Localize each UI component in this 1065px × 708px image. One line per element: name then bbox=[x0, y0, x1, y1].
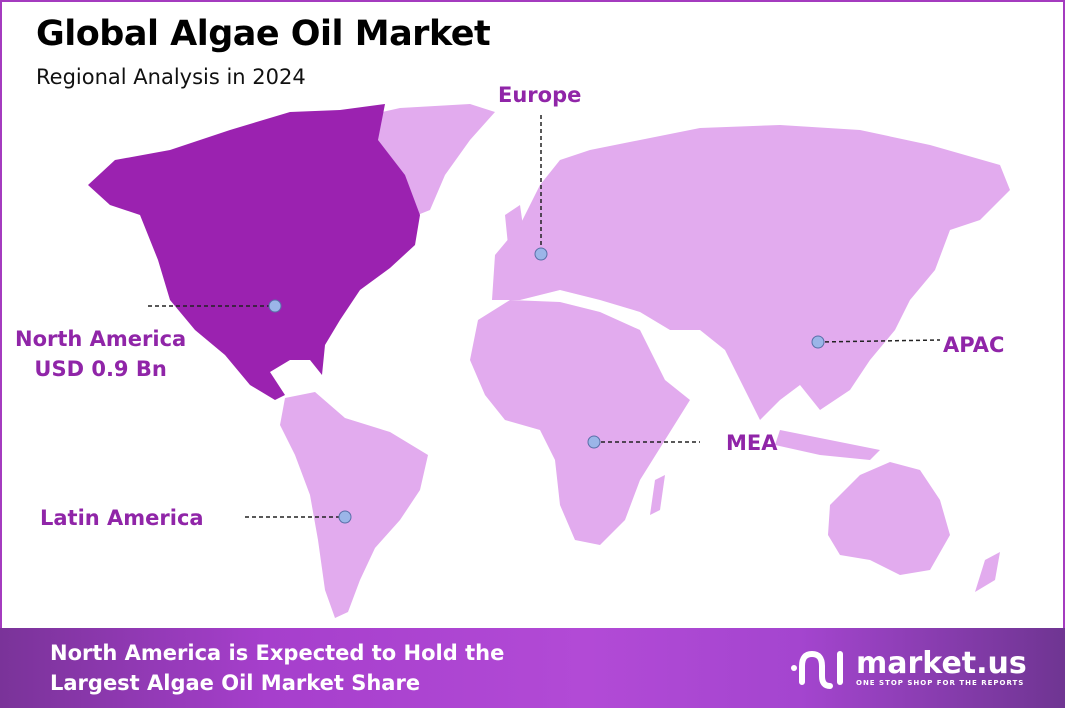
logo-mark-icon bbox=[791, 650, 843, 689]
footer-banner: North America is Expected to Hold the La… bbox=[0, 628, 1065, 708]
mea-marker bbox=[587, 435, 601, 449]
indonesia bbox=[775, 430, 880, 460]
madagascar bbox=[650, 475, 665, 515]
market-us-logo: market.us ONE STOP SHOP FOR THE REPORTS bbox=[790, 646, 1027, 690]
europe-label: Europe bbox=[498, 83, 582, 107]
uk bbox=[505, 205, 525, 245]
north-america-marker bbox=[268, 299, 282, 313]
world-map bbox=[88, 104, 1010, 618]
footer-text: North America is Expected to Hold the La… bbox=[50, 638, 504, 698]
north-america bbox=[88, 104, 420, 400]
logo-name: market.us bbox=[856, 646, 1027, 681]
page-title: Global Algae Oil Market bbox=[36, 14, 491, 54]
europe-marker bbox=[534, 247, 548, 261]
north-america-label: North America USD 0.9 Bn bbox=[15, 324, 186, 384]
latin-america-marker bbox=[338, 510, 352, 524]
mea-label: MEA bbox=[726, 431, 778, 455]
new-zealand bbox=[975, 552, 1000, 592]
australia bbox=[828, 462, 950, 575]
greenland bbox=[355, 104, 495, 218]
latin-america-label: Latin America bbox=[40, 506, 204, 530]
japan bbox=[895, 250, 925, 305]
north-america-value: USD 0.9 Bn bbox=[34, 357, 167, 381]
eurasia bbox=[492, 125, 1010, 420]
apac-label: APAC bbox=[943, 333, 1005, 357]
footer-line-2: Largest Algae Oil Market Share bbox=[50, 671, 421, 695]
north-america-name: North America bbox=[15, 327, 187, 351]
africa bbox=[470, 300, 690, 545]
apac-marker bbox=[811, 335, 825, 349]
south-america bbox=[280, 392, 428, 618]
logo-tagline: ONE STOP SHOP FOR THE REPORTS bbox=[856, 679, 1025, 687]
footer-line-1: North America is Expected to Hold the bbox=[50, 641, 505, 665]
apac-leader bbox=[817, 339, 941, 343]
page-subtitle: Regional Analysis in 2024 bbox=[36, 65, 306, 89]
